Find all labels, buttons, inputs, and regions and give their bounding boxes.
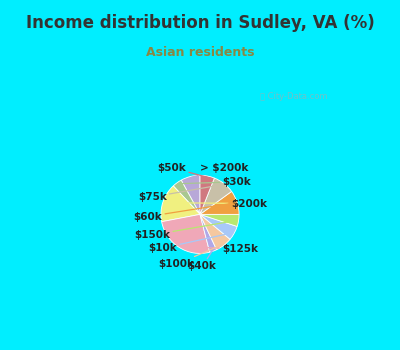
Wedge shape <box>200 214 217 252</box>
Wedge shape <box>162 214 210 253</box>
Wedge shape <box>200 191 239 215</box>
Text: $60k: $60k <box>134 203 236 222</box>
Text: $50k: $50k <box>158 163 207 177</box>
Text: > $200k: > $200k <box>190 163 248 178</box>
Wedge shape <box>161 186 200 222</box>
Text: $100k: $100k <box>158 244 223 269</box>
Text: Asian residents: Asian residents <box>146 46 254 59</box>
Wedge shape <box>200 214 237 239</box>
Text: $40k: $40k <box>188 250 217 272</box>
Text: $30k: $30k <box>178 177 251 187</box>
Wedge shape <box>181 175 200 214</box>
Text: $200k: $200k <box>164 198 267 209</box>
Text: Income distribution in Sudley, VA (%): Income distribution in Sudley, VA (%) <box>26 14 374 32</box>
Wedge shape <box>200 214 239 226</box>
Wedge shape <box>200 178 232 214</box>
Text: $150k: $150k <box>134 220 238 240</box>
Text: $75k: $75k <box>138 184 223 202</box>
Wedge shape <box>173 180 200 214</box>
Text: $125k: $125k <box>180 244 258 254</box>
Text: ⓘ City-Data.com: ⓘ City-Data.com <box>260 92 328 101</box>
Text: $10k: $10k <box>149 233 233 253</box>
Wedge shape <box>200 214 230 250</box>
Wedge shape <box>200 175 214 214</box>
